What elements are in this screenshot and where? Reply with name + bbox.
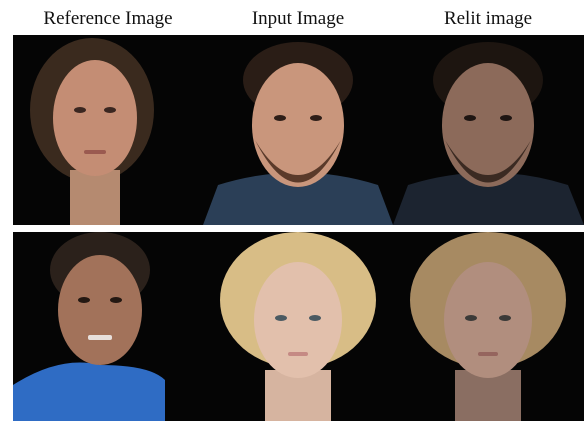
image-row	[13, 232, 584, 421]
image-row	[13, 35, 584, 225]
column-header: Reference Image	[43, 8, 172, 29]
column-header: Input Image	[252, 8, 344, 29]
page: Reference Image Input Image Relit image	[0, 0, 584, 421]
figure: Reference Image Input Image Relit image	[0, 0, 584, 421]
column-header: Relit image	[444, 8, 532, 29]
